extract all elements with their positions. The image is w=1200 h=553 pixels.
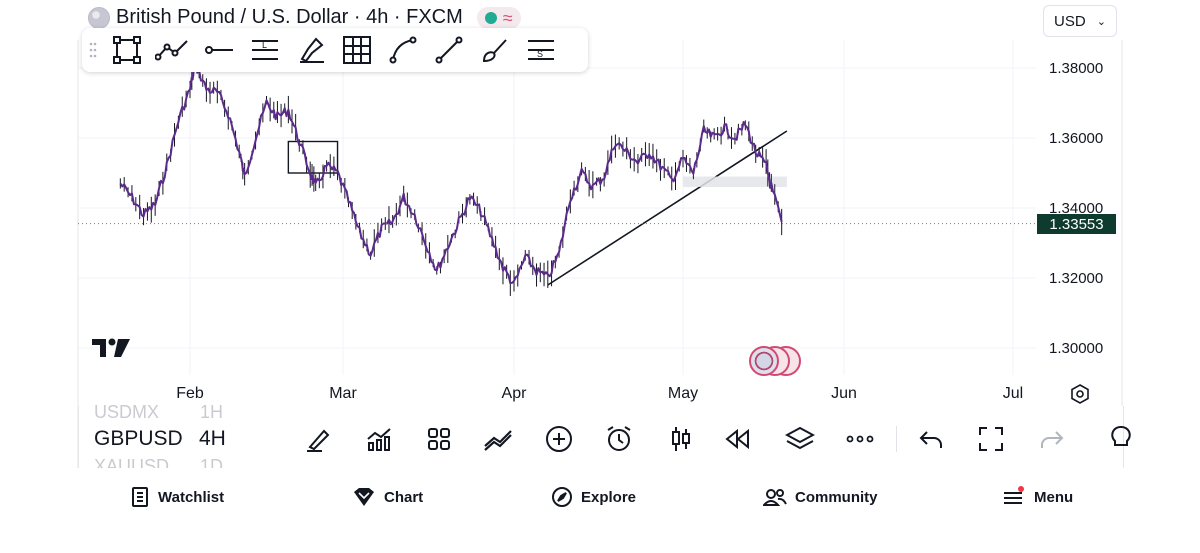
time-tick: Jun bbox=[831, 385, 857, 402]
gbp-usd-flag-icon bbox=[88, 6, 110, 29]
drawing-pen-icon[interactable] bbox=[303, 424, 333, 454]
highlight-zone[interactable] bbox=[683, 176, 787, 188]
grid-tool-icon[interactable] bbox=[334, 30, 380, 70]
chart-settings-icon[interactable] bbox=[1068, 382, 1092, 411]
time-tick: Feb bbox=[176, 385, 204, 402]
chart-diamond-icon bbox=[354, 488, 374, 506]
symbol-title: British Pound / U.S. Dollar · 4h · FXCM bbox=[116, 6, 463, 28]
community-icon bbox=[763, 489, 787, 506]
watchlist-icon bbox=[132, 487, 148, 507]
horizontal-ray-tool-icon[interactable] bbox=[196, 30, 242, 70]
price-tick: 1.34000 bbox=[1049, 200, 1104, 217]
fullscreen-icon[interactable] bbox=[976, 424, 1006, 454]
market-wave-icon: ≈ bbox=[502, 7, 513, 28]
short-position-tool-icon[interactable]: S bbox=[518, 30, 564, 70]
redo-icon[interactable] bbox=[1037, 424, 1067, 454]
currency-value: USD bbox=[1054, 12, 1086, 30]
long-position-tool-icon[interactable]: L bbox=[242, 30, 288, 70]
symbol-prev[interactable]: USDMX bbox=[94, 402, 160, 422]
nav-menu[interactable]: Menu bbox=[1002, 486, 1073, 508]
drag-handle-icon[interactable] bbox=[82, 41, 104, 59]
price-tick: 1.30000 bbox=[1049, 340, 1104, 357]
symbol-current[interactable]: GBPUSD bbox=[94, 427, 183, 450]
market-open-dot-icon bbox=[484, 11, 497, 24]
rectangle-tool-icon[interactable] bbox=[104, 30, 150, 70]
notification-dot-icon bbox=[1018, 486, 1024, 492]
indicators-icon[interactable] bbox=[364, 424, 394, 454]
nav-label: Community bbox=[795, 488, 878, 506]
uk-flag-icon bbox=[749, 346, 779, 376]
chevron-down-icon: ⌄ bbox=[1096, 15, 1106, 28]
toolbar-divider bbox=[896, 426, 897, 452]
replay-icon[interactable] bbox=[724, 424, 754, 454]
chart-bottom-toolbar bbox=[78, 406, 1124, 468]
economic-events-badges[interactable] bbox=[749, 346, 809, 376]
nav-label: Explore bbox=[581, 488, 637, 506]
nav-label: Chart bbox=[384, 488, 424, 506]
compare-icon[interactable] bbox=[483, 424, 513, 454]
rectangle-drawing[interactable] bbox=[287, 140, 339, 174]
layouts-grid-icon[interactable] bbox=[424, 424, 454, 454]
price-tick: 1.32000 bbox=[1049, 270, 1104, 287]
market-status-pill[interactable]: ≈ bbox=[476, 6, 521, 29]
brush-tool-icon[interactable] bbox=[472, 30, 518, 70]
trend-line-tool-icon[interactable] bbox=[426, 30, 472, 70]
time-tick: Jul bbox=[1002, 385, 1024, 402]
nav-label: Watchlist bbox=[158, 488, 225, 506]
time-tick: Apr bbox=[501, 385, 527, 402]
chart-drawings[interactable] bbox=[287, 130, 788, 286]
trend-line[interactable] bbox=[547, 130, 788, 286]
time-tick: May bbox=[667, 385, 699, 402]
path-tool-icon[interactable] bbox=[150, 30, 196, 70]
nav-community[interactable]: Community bbox=[763, 486, 878, 508]
nav-chart[interactable]: Chart bbox=[352, 486, 423, 508]
add-icon[interactable] bbox=[544, 424, 574, 454]
svg-text:L: L bbox=[262, 40, 267, 50]
drawing-toolbar: L S bbox=[82, 28, 588, 72]
price-line bbox=[119, 59, 783, 285]
price-tick: 1.36000 bbox=[1049, 130, 1104, 147]
layers-icon[interactable] bbox=[785, 424, 815, 454]
alarm-icon[interactable] bbox=[604, 424, 634, 454]
interval-current[interactable]: 4H bbox=[199, 427, 226, 450]
last-price-badge: 1.33553 bbox=[1037, 214, 1116, 234]
highlighter-tool-icon[interactable] bbox=[288, 30, 334, 70]
nav-label: Menu bbox=[1034, 488, 1074, 506]
bottom-nav bbox=[0, 468, 1200, 553]
tradingview-logo-icon bbox=[92, 337, 132, 364]
interval-prev[interactable]: 1H bbox=[200, 402, 224, 422]
symbol-header[interactable]: British Pound / U.S. Dollar · 4h · FXCM … bbox=[88, 6, 521, 29]
curve-tool-icon[interactable] bbox=[380, 30, 426, 70]
nav-watchlist[interactable]: Watchlist bbox=[130, 486, 224, 508]
candles-icon[interactable] bbox=[666, 424, 696, 454]
menu-icon bbox=[1004, 486, 1024, 504]
lightbulb-icon[interactable] bbox=[1106, 424, 1136, 454]
compass-icon bbox=[552, 487, 572, 507]
price-tick: 1.38000 bbox=[1049, 60, 1104, 77]
time-tick: Mar bbox=[329, 385, 357, 402]
currency-select[interactable]: USD ⌄ bbox=[1043, 5, 1117, 37]
svg-text:S: S bbox=[537, 49, 543, 59]
more-icon[interactable] bbox=[845, 424, 875, 454]
nav-explore[interactable]: Explore bbox=[551, 486, 636, 508]
price-series bbox=[119, 51, 783, 296]
undo-icon[interactable] bbox=[916, 424, 946, 454]
